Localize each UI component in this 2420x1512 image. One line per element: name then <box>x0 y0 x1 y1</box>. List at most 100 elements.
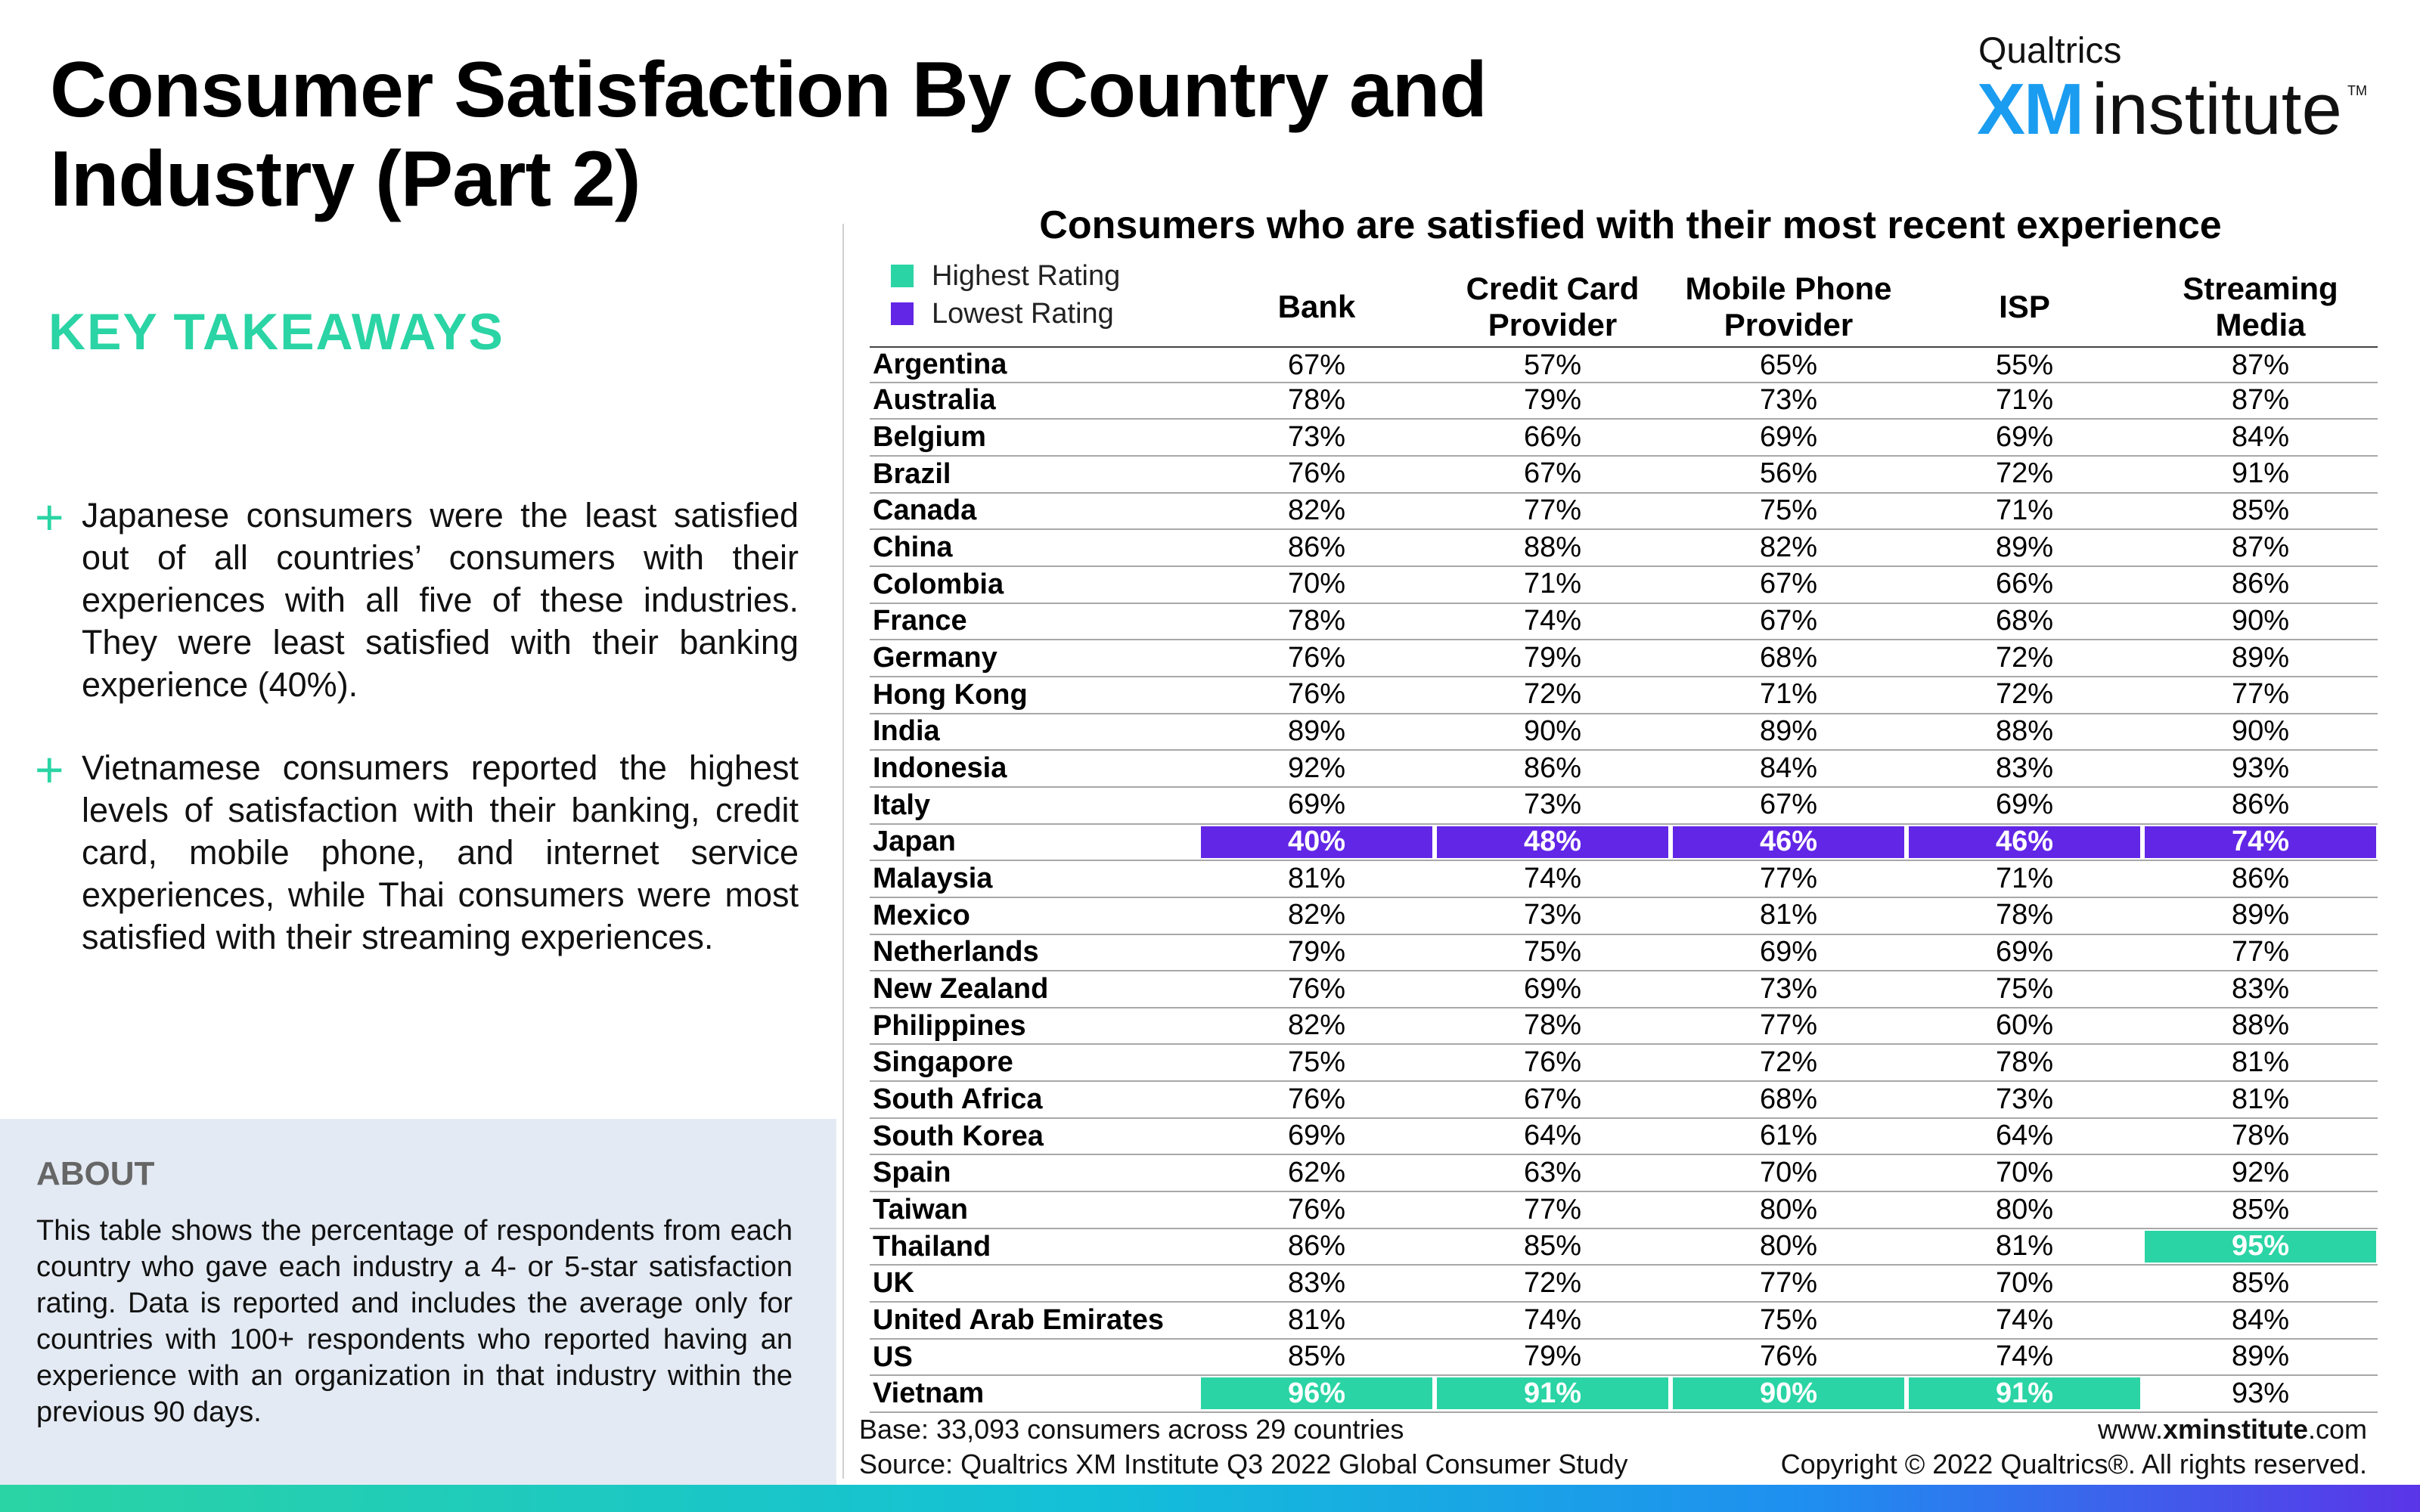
country-cell: Mexico <box>873 899 970 931</box>
country-cell: Colombia <box>873 568 1004 600</box>
value-cell: 79% <box>1523 384 1582 417</box>
table-row: Malaysia 81% 74% 77% 71% 86% <box>870 861 2378 898</box>
legend-swatch-lowest <box>891 302 914 325</box>
value-cell: 93% <box>2231 751 2290 784</box>
value-cell: 69% <box>1523 972 1582 1005</box>
column-header-mobile-phone: Mobile Phone Provider <box>1685 271 1892 342</box>
value-cell: 81% <box>1995 1230 2054 1263</box>
table-row: Taiwan 76% 77% 80% 80% 85% <box>870 1192 2378 1229</box>
value-cell: 93% <box>2231 1377 2290 1409</box>
value-cell: 81% <box>2231 1083 2290 1115</box>
country-cell: Hong Kong <box>873 678 1028 711</box>
value-cell: 96% <box>1201 1377 1432 1410</box>
value-cell: 79% <box>1523 1340 1582 1373</box>
value-cell: 89% <box>2231 1340 2290 1373</box>
footer-source-line: Source: Qualtrics XM Institute Q3 2022 G… <box>859 1448 1628 1479</box>
value-cell: 92% <box>1287 751 1346 784</box>
value-cell: 84% <box>1759 751 1818 784</box>
value-cell: 66% <box>1523 420 1582 453</box>
value-cell: 72% <box>1523 1266 1582 1299</box>
value-cell: 86% <box>1287 1230 1346 1263</box>
value-cell: 40% <box>1201 826 1432 858</box>
legend-label: Highest Rating <box>932 260 1121 292</box>
country-cell: Netherlands <box>873 936 1039 968</box>
value-cell: 89% <box>2231 899 2290 931</box>
value-cell: 78% <box>1995 899 2054 931</box>
table-row: Mexico 82% 73% 81% 78% 89% <box>870 898 2378 935</box>
value-cell: 63% <box>1523 1156 1582 1188</box>
about-panel: ABOUT This table shows the percentage of… <box>0 1119 836 1485</box>
logo-trademark: TM <box>2347 83 2367 98</box>
value-cell: 81% <box>1759 899 1818 931</box>
value-cell: 77% <box>1523 494 1582 527</box>
value-cell: 78% <box>1287 605 1346 637</box>
value-cell: 77% <box>1523 1193 1582 1225</box>
country-cell: US <box>873 1340 913 1373</box>
value-cell: 62% <box>1287 1156 1346 1188</box>
value-cell: 82% <box>1287 899 1346 931</box>
about-text: This table shows the percentage of respo… <box>36 1215 793 1428</box>
value-cell: 79% <box>1523 641 1582 674</box>
value-cell: 77% <box>2231 678 2290 711</box>
footer-source: Base: 33,093 consumers across 29 countri… <box>859 1412 1627 1482</box>
table-row: South Korea 69% 64% 61% 64% 78% <box>870 1119 2378 1156</box>
value-cell: 95% <box>2145 1230 2376 1263</box>
value-cell: 78% <box>1523 1009 1582 1042</box>
value-cell: 71% <box>1995 494 2054 527</box>
value-cell: 79% <box>1287 936 1346 968</box>
value-cell: 76% <box>1759 1340 1818 1373</box>
value-cell: 78% <box>1995 1046 2054 1078</box>
value-cell: 73% <box>1759 384 1818 417</box>
country-cell: India <box>873 715 940 748</box>
value-cell: 67% <box>1759 605 1818 637</box>
table-row: Spain 62% 63% 70% 70% 92% <box>870 1155 2378 1193</box>
value-cell: 77% <box>2231 936 2290 968</box>
value-cell: 80% <box>1995 1193 2054 1225</box>
table-row: Colombia 70% 71% 67% 66% 86% <box>870 567 2378 604</box>
value-cell: 48% <box>1437 826 1668 858</box>
value-cell: 69% <box>1995 789 2054 821</box>
value-cell: 72% <box>1759 1046 1818 1078</box>
value-cell: 77% <box>1759 1266 1818 1299</box>
value-cell: 92% <box>2231 1156 2290 1188</box>
value-cell: 73% <box>1287 420 1346 453</box>
value-cell: 89% <box>1287 715 1346 748</box>
value-cell: 61% <box>1759 1120 1818 1152</box>
table-row: Belgium 73% 66% 69% 69% 84% <box>870 420 2378 457</box>
value-cell: 89% <box>1759 715 1818 748</box>
value-cell: 89% <box>2231 641 2290 674</box>
value-cell: 74% <box>1523 1303 1582 1336</box>
qualtrics-xm-institute-logo: Qualtrics XM institute TM <box>1977 30 2372 150</box>
value-cell: 86% <box>2231 862 2290 894</box>
table-row: Indonesia 92% 86% 84% 83% 93% <box>870 751 2378 788</box>
value-cell: 81% <box>2231 1046 2290 1078</box>
value-cell: 69% <box>1759 420 1818 453</box>
country-cell: Japan <box>873 826 956 858</box>
value-cell: 67% <box>1759 789 1818 821</box>
value-cell: 78% <box>1287 384 1346 417</box>
value-cell: 68% <box>1759 1083 1818 1115</box>
country-cell: Philippines <box>873 1009 1026 1042</box>
vertical-divider <box>842 224 844 1479</box>
table-row: Hong Kong 76% 72% 71% 72% 77% <box>870 677 2378 714</box>
value-cell: 46% <box>1673 826 1904 858</box>
value-cell: 88% <box>1523 531 1582 563</box>
plus-icon: + <box>35 489 64 545</box>
value-cell: 86% <box>2231 568 2290 600</box>
value-cell: 91% <box>1437 1377 1668 1410</box>
value-cell: 91% <box>1909 1377 2140 1410</box>
value-cell: 76% <box>1287 972 1346 1005</box>
country-cell: Canada <box>873 494 977 527</box>
value-cell: 88% <box>2231 1009 2290 1042</box>
about-heading: ABOUT <box>36 1155 155 1192</box>
value-cell: 65% <box>1759 349 1818 381</box>
value-cell: 87% <box>2231 349 2290 381</box>
table-row: Australia 78% 79% 73% 71% 87% <box>870 383 2378 420</box>
value-cell: 64% <box>1523 1120 1582 1152</box>
website-link[interactable]: www.xminstitute.com <box>1781 1412 2367 1447</box>
takeaway-text: Vietnamese consumers reported the highes… <box>82 748 799 956</box>
value-cell: 76% <box>1287 641 1346 674</box>
value-cell: 77% <box>1759 862 1818 894</box>
table-row: Italy 69% 73% 67% 69% 86% <box>870 788 2378 825</box>
value-cell: 85% <box>1287 1340 1346 1373</box>
